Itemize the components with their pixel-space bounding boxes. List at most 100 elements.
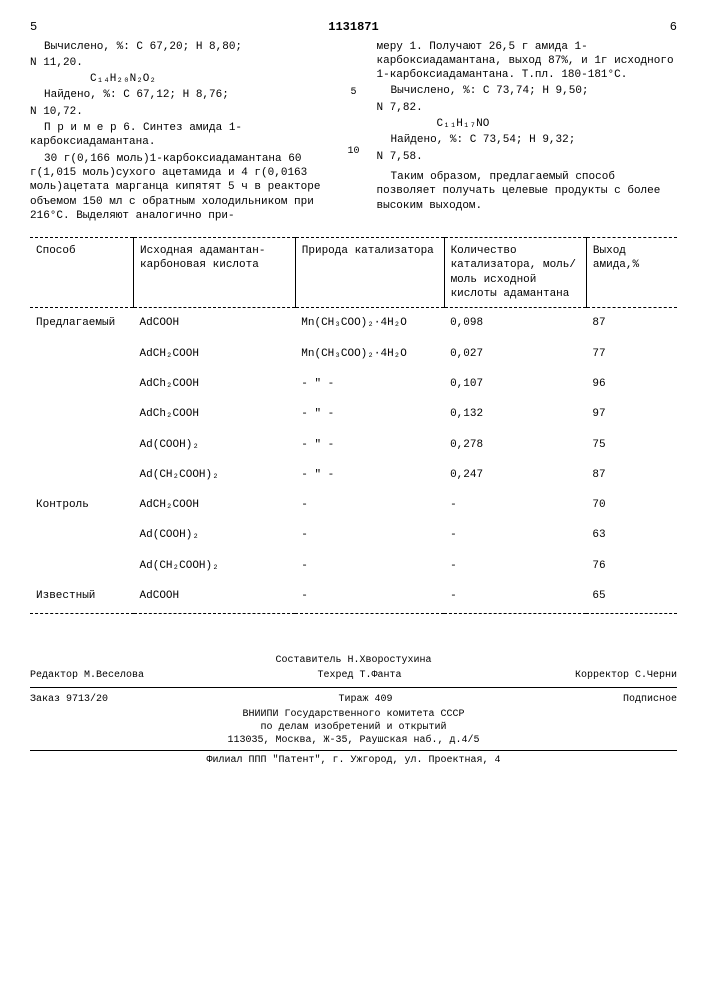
table-cell: - <box>295 581 444 611</box>
table-cell: 76 <box>586 551 677 581</box>
table-cell: Ad(COOH)₂ <box>134 430 296 460</box>
table-cell <box>30 430 134 460</box>
col-header: Способ <box>30 238 134 308</box>
table-row: Ad(COOH)₂--63 <box>30 520 677 550</box>
table-cell: 77 <box>586 339 677 369</box>
table-cell: - <box>295 520 444 550</box>
table-row: AdCh₂COOH- " -0,13297 <box>30 399 677 429</box>
table-cell: AdCH₂COOH <box>134 339 296 369</box>
table-cell: Ad(CH₂COOH)₂ <box>134 551 296 581</box>
table-cell <box>30 551 134 581</box>
page-num-left: 5 <box>30 20 37 36</box>
left-column: Вычислено, %: С 67,20; Н 8,80; N 11,20. … <box>30 40 331 226</box>
corrector: Корректор С.Черни <box>575 669 677 682</box>
table-row: AdCH₂COOHMn(CH₃COO)₂·4H₂O0,02777 <box>30 339 677 369</box>
table-cell: 63 <box>586 520 677 550</box>
table-cell <box>30 399 134 429</box>
divider <box>30 750 677 751</box>
line-mark: 5 <box>347 86 361 99</box>
table-cell: 0,027 <box>444 339 586 369</box>
print-info: Заказ 9713/20 Тираж 409 Подписное <box>30 691 677 708</box>
table-row: Ad(CH₂COOH)₂--76 <box>30 551 677 581</box>
divider <box>30 687 677 688</box>
table-cell <box>30 369 134 399</box>
compiler: Составитель Н.Хворостухина <box>30 654 677 667</box>
org-line: по делам изобретений и открытий <box>30 721 677 734</box>
calc-line: Вычислено, %: С 67,20; Н 8,80; <box>30 40 331 54</box>
conclusion: Таким образом, предлагаемый способ позво… <box>377 170 678 213</box>
calc-line: N 7,82. <box>377 101 678 115</box>
table-cell: 0,098 <box>444 308 586 339</box>
footer-credits: Редактор М.Веселова Техред Т.Фанта Корре… <box>30 667 677 684</box>
line-mark: 10 <box>347 145 361 158</box>
calc-line: Вычислено, %: С 73,74; Н 9,50; <box>377 84 678 98</box>
table-cell: - <box>444 551 586 581</box>
table-cell: - <box>444 520 586 550</box>
formula: C₁₁H₁₇NO <box>377 117 678 131</box>
table-row: AdCh₂COOH- " -0,10796 <box>30 369 677 399</box>
page-num-right: 6 <box>670 20 677 36</box>
table-cell: Известный <box>30 581 134 611</box>
table-cell: AdCH₂COOH <box>134 490 296 520</box>
example-body: 30 г(0,166 моль)1-карбоксиадамантана 60 … <box>30 152 331 223</box>
table-cell: AdCOOH <box>134 581 296 611</box>
table-row: КонтрольAdCH₂COOH--70 <box>30 490 677 520</box>
calc-line: N 11,20. <box>30 56 331 70</box>
example-title: П р и м е р 6. Синтез амида 1-карбоксиад… <box>30 121 331 150</box>
table-cell: 97 <box>586 399 677 429</box>
table-cell: 0,247 <box>444 460 586 490</box>
table-cell <box>30 339 134 369</box>
footer: Составитель Н.Хворостухина Редактор М.Ве… <box>30 654 677 767</box>
table-cell: Ad(COOH)₂ <box>134 520 296 550</box>
table-cell: 0,132 <box>444 399 586 429</box>
table-cell: 75 <box>586 430 677 460</box>
table-cell: AdCOOH <box>134 308 296 339</box>
table-row: Ad(CH₂COOH)₂- " -0,24787 <box>30 460 677 490</box>
page-header: 5 1131871 6 <box>30 20 677 36</box>
table-header-row: Способ Исходная адамантан-карбоновая кис… <box>30 238 677 308</box>
line-marks: 5 10 <box>347 40 361 226</box>
col-header: Исходная адамантан-карбоновая кислота <box>134 238 296 308</box>
circulation: Тираж 409 <box>338 693 392 706</box>
tech-editor: Техред Т.Фанта <box>317 669 401 682</box>
body-text: меру 1. Получают 26,5 г амида 1-карбокси… <box>377 40 678 83</box>
table-cell <box>30 520 134 550</box>
table-cell: - " - <box>295 399 444 429</box>
table-cell: 65 <box>586 581 677 611</box>
found-line: Найдено, %: С 73,54; Н 9,32; <box>377 133 678 147</box>
col-header: Количество катализатора, моль/моль исход… <box>444 238 586 308</box>
branch-address: Филиал ППП "Патент", г. Ужгород, ул. Про… <box>30 754 677 767</box>
table-cell: Mn(CH₃COO)₂·4H₂O <box>295 308 444 339</box>
table-cell: - " - <box>295 430 444 460</box>
table-cell: Предлагаемый <box>30 308 134 339</box>
col-header: Природа катализатора <box>295 238 444 308</box>
found-line: N 7,58. <box>377 150 678 164</box>
table-body: ПредлагаемыйAdCOOHMn(CH₃COO)₂·4H₂O0,0988… <box>30 308 677 611</box>
org-line: ВНИИПИ Государственного комитета СССР <box>30 708 677 721</box>
table-cell: 87 <box>586 460 677 490</box>
right-column: меру 1. Получают 26,5 г амида 1-карбокси… <box>377 40 678 226</box>
text-columns: Вычислено, %: С 67,20; Н 8,80; N 11,20. … <box>30 40 677 226</box>
table-row: ПредлагаемыйAdCOOHMn(CH₃COO)₂·4H₂O0,0988… <box>30 308 677 339</box>
table-cell: - " - <box>295 460 444 490</box>
table-cell: 87 <box>586 308 677 339</box>
found-line: Найдено, %: С 67,12; Н 8,76; <box>30 88 331 102</box>
table-cell: 96 <box>586 369 677 399</box>
subscription: Подписное <box>623 693 677 706</box>
table-cell: 70 <box>586 490 677 520</box>
order-num: Заказ 9713/20 <box>30 693 108 706</box>
table-cell <box>30 460 134 490</box>
table-cell: 0,107 <box>444 369 586 399</box>
formula: C₁₄H₂₀N₂O₂ <box>30 72 331 86</box>
table-cell: Контроль <box>30 490 134 520</box>
table-cell: - <box>444 490 586 520</box>
table-cell: - <box>295 490 444 520</box>
table-cell: AdCh₂COOH <box>134 369 296 399</box>
results-table: Способ Исходная адамантан-карбоновая кис… <box>30 237 677 614</box>
table-cell: AdCh₂COOH <box>134 399 296 429</box>
doc-id: 1131871 <box>37 20 670 36</box>
table-cell: 0,278 <box>444 430 586 460</box>
table-cell: - " - <box>295 369 444 399</box>
col-header: Выход амида,% <box>586 238 677 308</box>
table-cell: - <box>295 551 444 581</box>
